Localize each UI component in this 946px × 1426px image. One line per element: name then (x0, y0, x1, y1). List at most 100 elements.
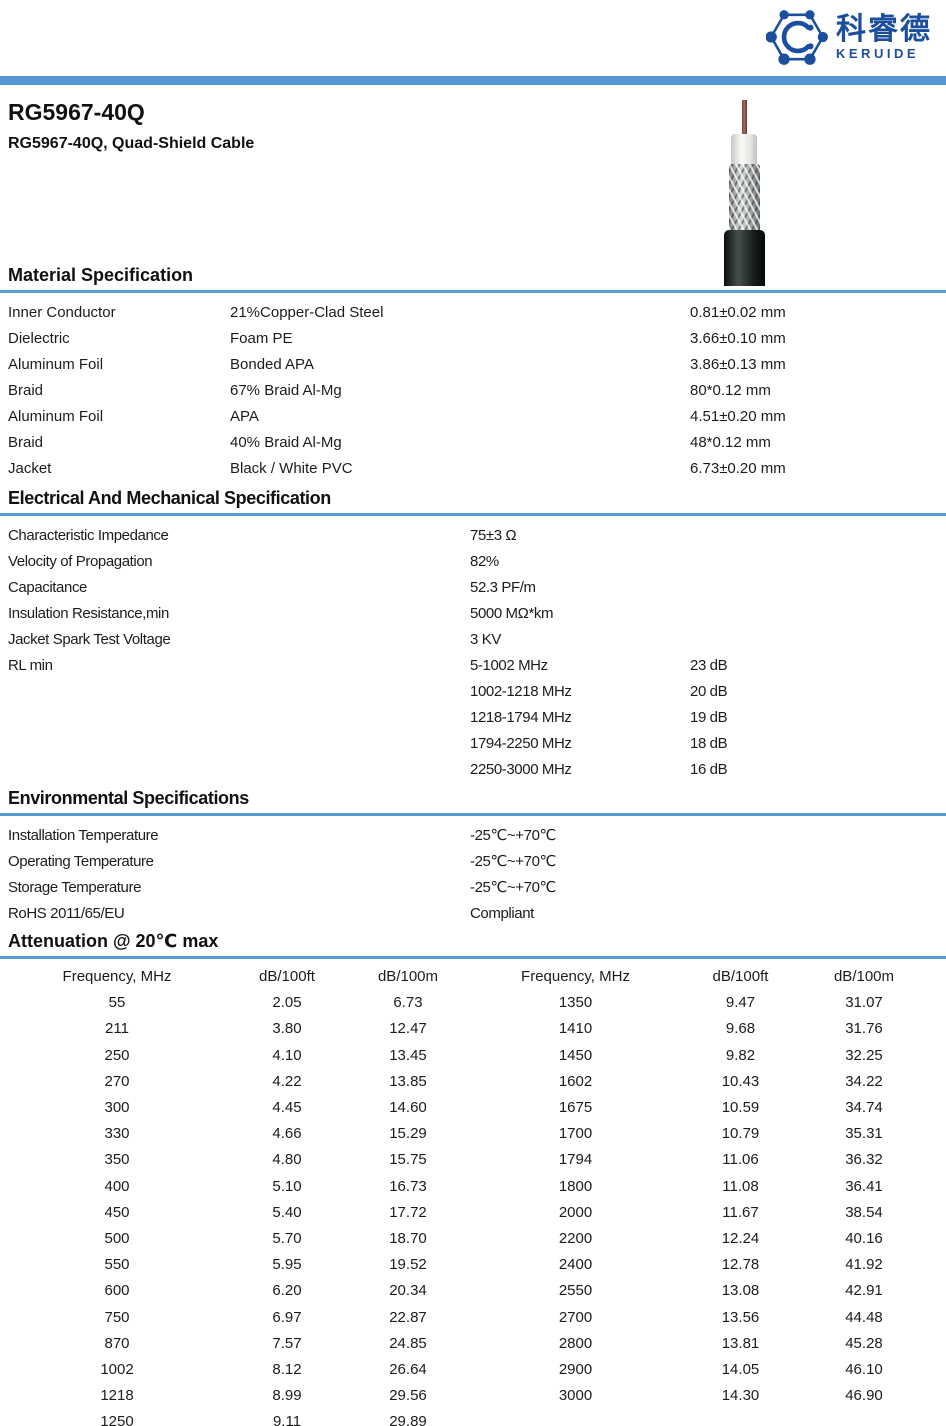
table-cell: Storage Temperature (8, 879, 142, 896)
table-row: Aluminum Foil APA 4.51±0.20 mm (8, 404, 946, 430)
table-cell: 2900 (558, 1361, 593, 1379)
table-cell: 1002-1218 MHz (470, 683, 572, 700)
table-row: Braid 67% Braid Al-Mg 80*0.12 mm (8, 378, 946, 404)
table-cell: 80*0.12 mm (690, 382, 771, 399)
page-header: 科睿德 KERUIDE (0, 0, 946, 76)
environmental-spec-table: Installation Temperature -25℃~+70℃ Operati… (8, 823, 946, 927)
table-cell: 15.29 (389, 1125, 427, 1143)
table-row: Jacket Black / White PVC 6.73±0.20 mm (8, 456, 946, 482)
table-cell: 2550 (558, 1282, 593, 1300)
center-conductor (741, 100, 747, 134)
table-cell: 13.81 (721, 1334, 760, 1352)
table-cell: 1410 (558, 1020, 593, 1038)
table-cell: 1002 (100, 1361, 134, 1379)
table-cell: 250 (104, 1046, 130, 1064)
table-row: 450 5.40 17.72 2000 11.67 38.54 (8, 1200, 946, 1226)
attenuation-body: 55 2.05 6.73 1350 9.47 31.07 211 3.80 12.47 1410 9… (8, 990, 946, 1426)
table-cell: 11.06 (722, 1151, 759, 1169)
table-cell: 42.91 (845, 1282, 883, 1300)
table-cell: 4.45 (272, 1099, 302, 1117)
table-cell: 7.57 (272, 1334, 302, 1352)
table-cell: 26.64 (389, 1361, 427, 1379)
section-heading: Environmental Specifications (8, 788, 249, 808)
section-divider (0, 290, 946, 293)
table-cell: RL min (8, 657, 53, 674)
brand-name-chinese: 科睿德 (836, 12, 932, 46)
attenuation-header-row: Frequency, MHz dB/100ft dB/100m Frequency, … (8, 964, 946, 990)
section-divider (0, 813, 946, 816)
table-cell: 3000 (558, 1387, 593, 1405)
table-row: Jacket Spark Test Voltage 3 KV (8, 627, 946, 653)
table-row: 55 2.05 6.73 1350 9.47 31.07 (8, 990, 946, 1016)
table-cell: 41.92 (845, 1256, 883, 1274)
table-cell: 40% Braid Al-Mg (230, 434, 342, 451)
table-cell: 3.80 (272, 1020, 302, 1038)
table-cell: 82% (470, 553, 499, 570)
table-cell: 10.43 (721, 1072, 760, 1090)
table-row: 350 4.80 15.75 1794 11.06 36.32 (8, 1147, 946, 1173)
attenuation-table: Frequency, MHz dB/100ft dB/100m Frequency, … (8, 964, 946, 1426)
table-cell: 21%Copper-Clad Steel (230, 304, 384, 321)
title-block: RG5967-40Q RG5967-40Q, Quad-Shield Cable (8, 99, 946, 153)
table-cell: RoHS 2011/65/EU (8, 905, 125, 922)
table-cell: Aluminum Foil (8, 408, 104, 425)
table-cell: 5.10 (272, 1177, 302, 1195)
column-header: dB/100m (377, 968, 439, 985)
table-cell: 2000 (558, 1203, 593, 1221)
table-row: 1002 8.12 26.64 2900 14.05 46.10 (8, 1357, 946, 1383)
table-cell: 31.07 (845, 994, 883, 1012)
table-cell: 20.34 (389, 1282, 427, 1300)
column-header: Frequency, MHz (62, 968, 172, 985)
table-cell: 14.30 (721, 1387, 760, 1405)
table-cell: 29.56 (389, 1387, 427, 1405)
table-row: 2250-3000 MHz 16 dB (8, 757, 946, 783)
table-cell: 1700 (558, 1125, 593, 1143)
table-cell: 8.99 (272, 1387, 302, 1405)
table-row: 1794-2250 MHz 18 dB (8, 731, 946, 757)
table-cell: 38.54 (845, 1203, 883, 1221)
column-header: Frequency, MHz (521, 968, 630, 985)
table-cell: 3.86±0.13 mm (690, 356, 786, 373)
table-cell: Characteristic Impedance (8, 527, 169, 544)
table-cell: Capacitance (8, 579, 87, 596)
table-cell: 5-1002 MHz (470, 657, 548, 674)
table-row: 500 5.70 18.70 2200 12.24 40.16 (8, 1226, 946, 1252)
table-cell: Jacket Spark Test Voltage (8, 631, 171, 648)
table-cell: 20 dB (690, 683, 728, 700)
table-cell: Velocity of Propagation (8, 553, 153, 570)
table-cell (8, 731, 470, 757)
table-cell: 24.85 (389, 1334, 427, 1352)
table-cell: 330 (104, 1125, 130, 1143)
table-cell: 8.12 (272, 1361, 302, 1379)
table-cell: 1250 (100, 1413, 134, 1426)
table-cell: 870 (104, 1334, 130, 1352)
table-cell: 12.47 (389, 1020, 427, 1038)
table-cell: 31.76 (845, 1020, 883, 1038)
table-cell: 6.97 (272, 1308, 302, 1326)
table-cell: 211 (105, 1020, 129, 1038)
table-cell: 45.28 (845, 1334, 883, 1352)
table-row: 870 7.57 24.85 2800 13.81 45.28 (8, 1331, 946, 1357)
table-cell: 270 (104, 1072, 130, 1090)
table-cell: 350 (104, 1151, 130, 1169)
table-cell: -25℃~+70℃ (470, 827, 556, 844)
table-cell: 19.52 (389, 1256, 427, 1274)
table-row: 211 3.80 12.47 1410 9.68 31.76 (8, 1016, 946, 1042)
table-cell (8, 679, 470, 705)
table-cell: 19 dB (690, 709, 728, 726)
table-cell: 11.67 (722, 1203, 759, 1221)
table-row: Capacitance 52.3 PF/m (8, 575, 946, 601)
table-cell: 6.20 (272, 1282, 302, 1300)
table-cell: Braid (8, 434, 44, 451)
table-cell: 1675 (558, 1099, 593, 1117)
table-cell: 6.73 (393, 994, 423, 1012)
section-electrical-specification: Electrical And Mechanical Specification … (0, 488, 946, 783)
table-row: Braid 40% Braid Al-Mg 48*0.12 mm (8, 430, 946, 456)
braid-shield-layer (728, 164, 760, 230)
table-row: 330 4.66 15.29 1700 10.79 35.31 (8, 1121, 946, 1147)
table-cell: 4.80 (272, 1151, 302, 1169)
page-subtitle: RG5967-40Q, Quad-Shield Cable (8, 135, 255, 152)
section-attenuation: Attenuation @ 20℃ max Frequency, MHz dB/1… (0, 931, 946, 1426)
top-divider-bar (0, 76, 946, 85)
table-row: 1250 9.11 29.89 (8, 1409, 946, 1426)
